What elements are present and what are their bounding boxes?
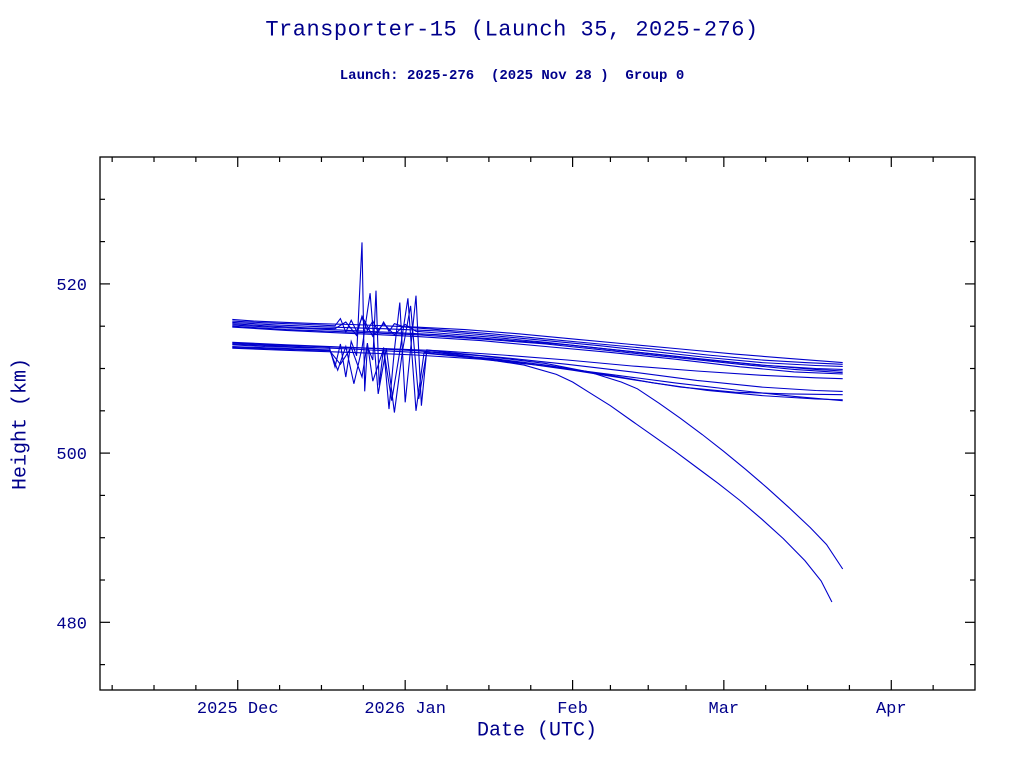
x-axis-label: Date (UTC) [476,719,598,743]
x-tick-label: 2026 Jan [364,700,446,719]
y-tick-label: 520 [56,277,87,296]
series-sat-01 [232,318,843,364]
y-tick-label: 500 [56,446,87,465]
series-sat-03 [232,321,843,367]
x-tick-label: Apr [876,700,907,719]
series-sat-05 [232,324,843,372]
series-sat-11 [232,298,843,411]
plot-frame [99,156,976,691]
x-tick-label: 2025 Dec [197,700,279,719]
chart-title: Transporter-15 (Launch 35, 2025-276) [265,17,759,43]
y-tick-label: 480 [56,615,87,634]
series-sat-12 [232,347,843,402]
series-sat-02 [232,316,843,365]
series-sat-13 [232,343,833,603]
x-tick-label: Feb [557,700,588,719]
chart-subtitle: Launch: 2025-276 (2025 Nov 28 ) Group 0 [339,68,685,84]
y-axis-label: Height (km) [9,357,33,491]
series-sat-06 [232,325,843,374]
x-tick-label: Mar [709,700,740,719]
series-sat-07 [232,326,843,375]
series-sat-09 [232,242,843,410]
series-sat-14 [232,341,844,570]
